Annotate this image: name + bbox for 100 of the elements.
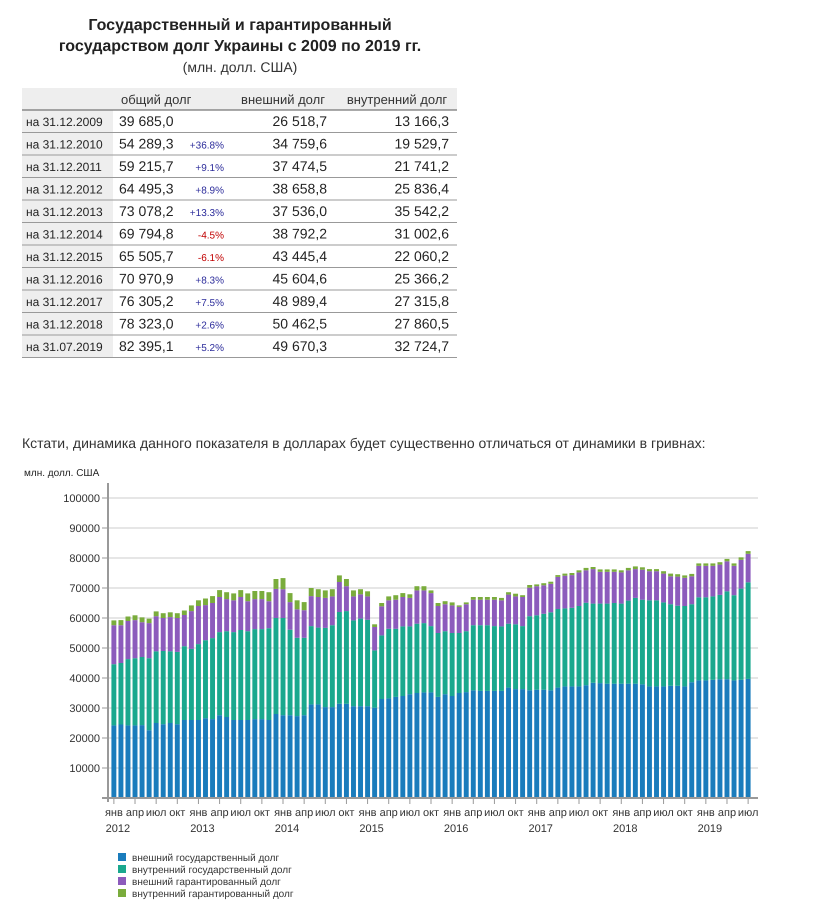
bar [724,679,730,798]
bar [717,594,722,680]
y-tick-label: 20000 [69,733,100,745]
bar [203,718,208,798]
data-label: +36.8% [190,140,224,152]
bar [696,597,702,680]
bar [724,561,730,592]
bar [513,596,518,624]
bar [182,615,187,646]
bar [661,571,666,574]
bar [746,582,751,679]
bar [365,591,370,596]
y-tick-label: на 31.12.2017 [26,295,104,309]
x-tick-label: окт [676,807,693,819]
x-tick-label: окт [338,807,354,819]
bar [308,626,314,704]
bar [259,591,264,600]
bar [738,680,744,798]
y-tick-label: 30000 [69,703,100,715]
bar [188,720,194,798]
bar [646,686,652,798]
bar [288,715,293,798]
bar [640,684,645,798]
bar [612,569,617,572]
bar [217,715,222,798]
bar [351,706,356,798]
bar [174,613,180,618]
bar [513,624,518,690]
data-label: 70 970,9 [119,270,174,286]
bar [118,620,124,626]
bar [492,600,497,626]
bar [618,604,624,684]
bar [146,658,152,730]
bar [506,594,511,624]
bar [555,576,560,609]
x-tick-label: июл [146,807,166,819]
x-tick-label: внешний долг [241,92,326,107]
bar [732,563,736,566]
bar [703,680,708,798]
bar [294,609,300,638]
bar [330,625,335,708]
bar [132,615,138,620]
bar [541,585,546,614]
bar [675,576,680,606]
bar [196,600,201,606]
bar [365,620,370,706]
bar [584,602,589,686]
bar [732,680,736,798]
bar [182,646,187,720]
x-tick-label: апр [718,807,736,819]
y-tick-label: 50000 [69,643,100,655]
bar [682,575,688,578]
bar [316,589,321,597]
bar [132,725,138,798]
bar [160,618,166,651]
bar [682,578,688,606]
bar [322,598,328,628]
data-label: 25 366,2 [394,270,450,286]
data-label: 76 305,2 [119,293,174,309]
bar [351,620,356,706]
bar [654,600,659,686]
bar [196,606,201,644]
x-tick-label: апр [210,807,229,819]
bar [598,572,603,604]
bar [689,604,694,682]
bar [160,613,166,618]
bar [746,554,751,582]
bar [484,690,490,798]
bar [513,689,518,798]
data-label: 21 741,2 [394,158,450,174]
bar [590,604,596,683]
data-label: 82 395,1 [119,338,174,354]
y-tick-label: 80000 [69,553,100,565]
data-label: 38 658,8 [272,180,328,196]
bar [245,601,250,632]
bar [188,611,194,649]
bar [604,684,610,798]
bar [238,597,244,630]
bar [584,568,589,570]
bar [372,650,378,708]
bar [703,566,708,598]
bar [421,623,426,692]
bar [470,690,476,798]
bar [421,586,426,590]
bar [330,596,335,626]
bar [372,708,378,798]
bar [534,690,540,798]
bar [576,606,582,686]
bar [562,608,568,686]
bar [386,600,392,629]
data-label: 38 792,2 [272,226,328,242]
bar [689,576,694,604]
data-label: 34 759,6 [272,136,328,152]
data-label: 43 445,4 [272,248,328,264]
bar [111,625,116,664]
bar [224,592,230,600]
bar [266,601,272,628]
bar [400,597,406,626]
bar [499,598,504,600]
bar [365,596,370,620]
